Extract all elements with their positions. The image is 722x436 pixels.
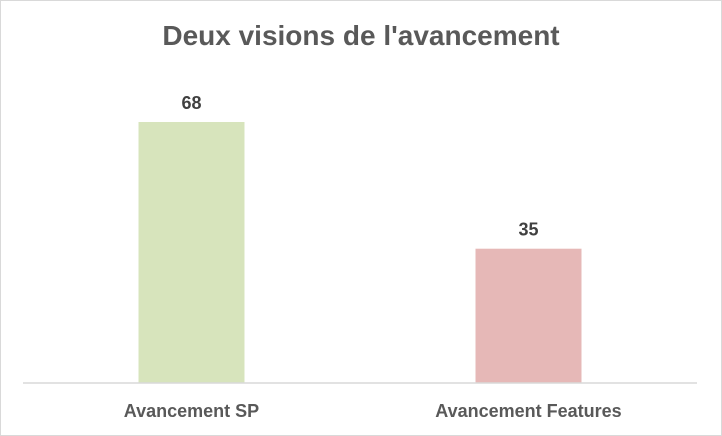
bars-group — [138, 122, 582, 383]
x-tick-label-2: Avancement Features — [435, 401, 621, 421]
data-label-1: 68 — [181, 93, 201, 113]
bar-1 — [138, 122, 245, 383]
bar-2 — [475, 248, 582, 383]
labels-group: 68 Avancement SP 35 Avancement Features — [124, 93, 622, 421]
data-label-2: 35 — [518, 220, 538, 240]
chart-title: Deux visions de l'avancement — [162, 20, 560, 51]
x-tick-label-1: Avancement SP — [124, 401, 259, 421]
